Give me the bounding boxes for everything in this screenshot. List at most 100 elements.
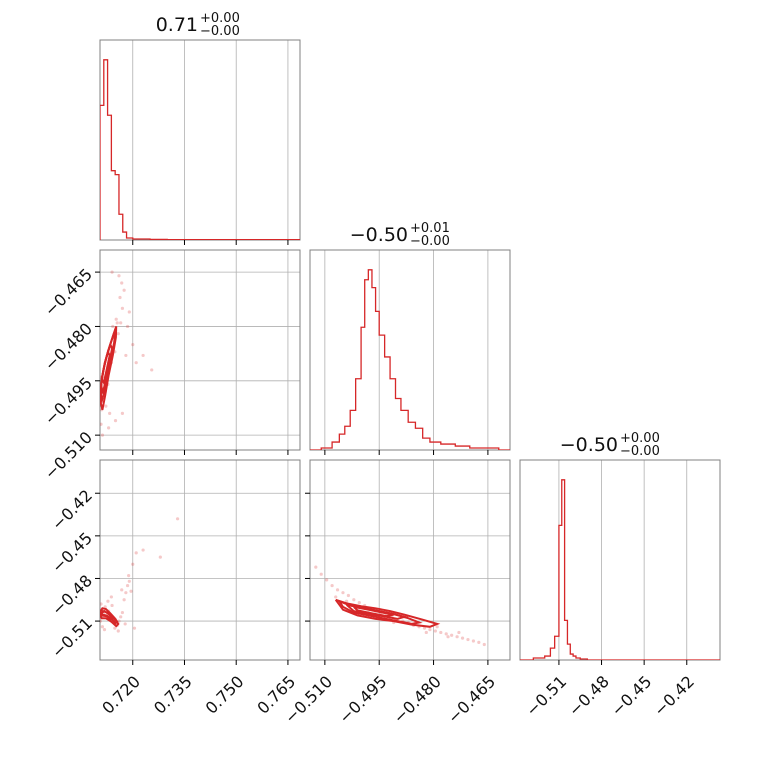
x-tick-label: −0.480 — [390, 672, 445, 727]
scatter-point — [341, 591, 345, 595]
scatter-point — [118, 295, 122, 300]
scatter-point — [100, 619, 102, 623]
scatter-point — [334, 595, 338, 599]
scatter-point — [330, 583, 334, 588]
scatter-point — [471, 639, 476, 643]
panel-title-0: 0.71 +0.00−0.00 — [156, 11, 240, 39]
scatter-point — [102, 628, 107, 632]
scatter-point — [433, 629, 437, 633]
scatter-point — [352, 598, 356, 602]
histogram-param-1 — [310, 269, 510, 450]
scatter-point — [116, 629, 120, 633]
title-value-2: −0.50 — [560, 434, 618, 456]
scatter-point — [117, 274, 121, 278]
panel-grid-2-0 — [100, 460, 300, 660]
scatter-point — [141, 353, 145, 358]
scatter-point — [120, 610, 125, 615]
scatter-point — [477, 640, 481, 644]
panel-grid-2-2 — [558, 460, 688, 660]
scatter-point — [428, 628, 432, 632]
x-tick-label: −0.495 — [335, 672, 390, 727]
title-upper-error-0: +0.00 — [200, 11, 240, 26]
scatter-point — [100, 625, 105, 629]
title-lower-error-2: −0.00 — [620, 444, 660, 459]
panel-title-1: −0.50 +0.01−0.00 — [350, 221, 450, 249]
panel-frame-2-2 — [519, 459, 721, 661]
x-tick-label: −0.51 — [522, 672, 570, 720]
contour-line — [334, 598, 441, 628]
y-tick-label: −0.45 — [48, 528, 96, 576]
scatter-point — [110, 603, 114, 608]
scatter-point — [125, 324, 130, 329]
scatter-point — [325, 578, 329, 582]
scatter-point — [134, 551, 138, 555]
x-tick-label: 0.735 — [150, 672, 196, 718]
scatter-point — [119, 615, 123, 619]
panel-grid-1-0 — [100, 250, 300, 450]
scatter-point — [109, 595, 113, 599]
x-tick-label: 0.750 — [202, 672, 248, 718]
y-tick-label: −0.480 — [41, 319, 96, 374]
scatter-point — [450, 633, 454, 637]
scatter-point — [131, 342, 135, 347]
x-tick-label: −0.45 — [607, 672, 655, 720]
scatter-point — [122, 598, 126, 602]
x-tick-label: −0.48 — [565, 672, 613, 720]
scatter-point — [122, 288, 126, 292]
scatter-point — [457, 630, 461, 635]
scatter-point — [120, 588, 124, 592]
scatter-point — [141, 548, 145, 552]
y-tick-label: −0.42 — [48, 486, 96, 534]
scatter-point — [129, 589, 133, 593]
title-value-1: −0.50 — [350, 224, 408, 246]
scatter-point — [439, 630, 443, 635]
scatter-point — [124, 591, 128, 595]
y-tick-label: −0.510 — [41, 428, 96, 483]
scatter-point — [108, 411, 112, 416]
scatter-point — [435, 625, 439, 629]
title-value-0: 0.71 — [156, 14, 198, 36]
scatter-point — [446, 635, 450, 639]
contour-line — [100, 348, 111, 386]
scatter-point — [132, 626, 137, 630]
contour-line — [100, 609, 115, 621]
scatter-point — [127, 574, 131, 578]
scatter-point — [127, 579, 131, 583]
scatter-point — [116, 332, 120, 336]
y-tick-label: −0.465 — [41, 265, 96, 320]
scatter-point — [100, 433, 105, 437]
scatter-point — [110, 270, 114, 274]
scatter-point — [422, 626, 427, 630]
scatter-point — [134, 361, 138, 365]
scatter-point — [113, 419, 118, 423]
panel-frame-0-0 — [99, 39, 301, 241]
x-tick-label: −0.42 — [650, 672, 698, 720]
scatter-point — [424, 630, 428, 635]
scatter-point — [113, 626, 117, 630]
scatter-point — [357, 601, 361, 605]
scatter-point — [158, 555, 162, 559]
scatter-point — [100, 602, 103, 606]
scatter-point — [107, 426, 111, 430]
panel-grid-1-1 — [324, 250, 489, 450]
panel-grid-2-1 — [310, 460, 510, 660]
scatter-point — [115, 321, 119, 325]
contour-lines-2-1 — [334, 598, 441, 628]
panel-frame-1-0 — [99, 249, 301, 451]
title-upper-error-1: +0.01 — [410, 221, 450, 236]
panel-frame-2-0 — [99, 459, 301, 661]
scatter-point — [175, 517, 180, 521]
panel-grid-0-0 — [132, 40, 289, 240]
scatter-point — [131, 562, 135, 566]
scatter-point — [482, 642, 486, 647]
scatter-point — [455, 635, 459, 639]
y-tick-label: −0.48 — [48, 571, 96, 619]
scatter-point — [114, 317, 118, 321]
scatter-point — [150, 368, 154, 372]
scatter-point — [120, 306, 125, 310]
scatter-point — [314, 565, 318, 569]
contour-lines-2-0 — [100, 607, 120, 628]
scatter-point — [444, 632, 448, 636]
scatter-point — [460, 636, 465, 640]
panel-frame-1-1 — [309, 249, 511, 451]
